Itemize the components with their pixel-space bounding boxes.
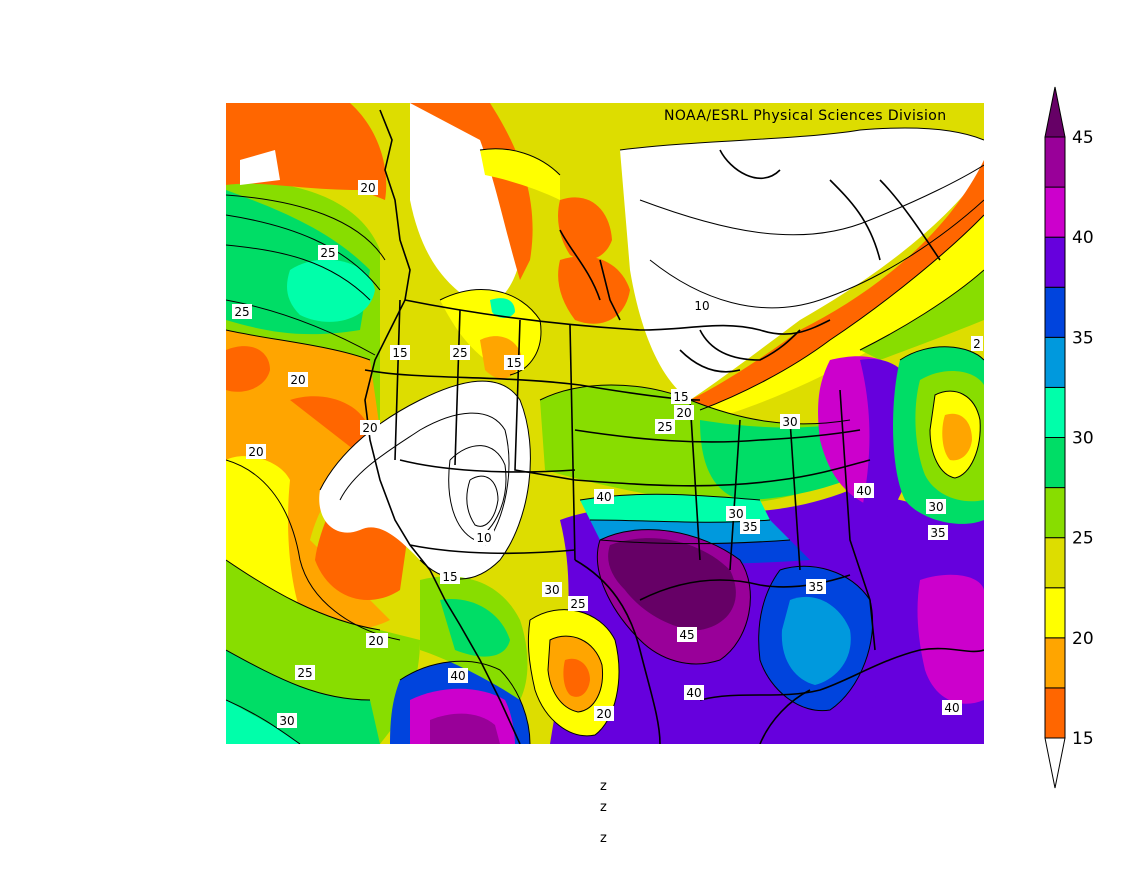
contour-label: 40 — [944, 701, 959, 715]
axis-mark-1: z — [600, 779, 607, 794]
contour-label-bg — [806, 579, 826, 594]
colorbar-box — [1044, 386, 1066, 438]
contour-label-bg — [450, 345, 470, 360]
contour-label: 20 — [362, 421, 377, 435]
colorbar-tick-label: 15 — [1072, 729, 1094, 749]
colorbar-box — [1044, 637, 1066, 689]
contour-label: 20 — [290, 373, 305, 387]
contour-label: 30 — [782, 415, 797, 429]
contour-label: 2 — [973, 337, 981, 351]
colorbar-tick-label: 30 — [1072, 429, 1094, 449]
contour-label-bg — [971, 336, 983, 351]
contour-label-bg — [942, 700, 962, 715]
colorbar-box — [1044, 587, 1066, 639]
colorbar-box — [1044, 236, 1066, 288]
contour-label: 40 — [856, 484, 871, 498]
contour-label-bg — [288, 372, 308, 387]
contour-label: 25 — [320, 246, 335, 260]
contour-label: 20 — [248, 445, 263, 459]
contour-label-bg — [390, 345, 410, 360]
contour-label: 20 — [676, 406, 691, 420]
colorbar-tick-label: 45 — [1072, 128, 1094, 148]
contour-label-bg — [504, 355, 524, 370]
colorbar-box — [1044, 136, 1066, 188]
colorbar-tick-label: 40 — [1072, 228, 1094, 248]
contour-label-bg — [740, 519, 760, 534]
contour-label-bg — [232, 304, 252, 319]
contour-label-bg — [655, 419, 675, 434]
contour-label: 20 — [596, 707, 611, 721]
contour-label: 10 — [694, 299, 709, 313]
contour-label: 20 — [368, 634, 383, 648]
contour-label: 35 — [808, 580, 823, 594]
contour-label-bg — [295, 665, 315, 680]
contour-label: 30 — [544, 583, 559, 597]
contour-label-bg — [542, 582, 562, 597]
contour-label-bg — [692, 298, 712, 313]
colorbar-box — [1044, 336, 1066, 388]
colorbar: 15 20 25 30 35 40 45 — [1044, 86, 1094, 789]
contour-label: 15 — [392, 346, 407, 360]
contour-label-bg — [594, 489, 614, 504]
contour-label: 25 — [657, 420, 672, 434]
contour-label-bg — [277, 713, 297, 728]
contour-label-bg — [677, 627, 697, 642]
contour-label-bg — [780, 414, 800, 429]
colorbar-box — [1044, 437, 1066, 489]
contour-label-bg — [854, 483, 874, 498]
contour-label-bg — [726, 506, 746, 521]
colorbar-top-arrow — [1044, 86, 1066, 138]
contour-label-bg — [671, 389, 691, 404]
filled-contour-field — [226, 103, 984, 744]
credit-text: NOAA/ESRL Physical Sciences Division — [664, 108, 947, 124]
contour-label: 25 — [452, 346, 467, 360]
colorbar-box — [1044, 537, 1066, 589]
contour-label: 40 — [450, 669, 465, 683]
contour-label: 10 — [476, 531, 491, 545]
contour-label: 15 — [506, 356, 521, 370]
contour-label: 15 — [673, 390, 688, 404]
contour-label-bg — [568, 596, 588, 611]
contour-label: 40 — [686, 686, 701, 700]
contour-label: 30 — [279, 714, 294, 728]
axis-mark-3: z — [600, 831, 607, 846]
contour-label-bg — [358, 180, 378, 195]
contour-label-bg — [366, 633, 386, 648]
colorbar-box — [1044, 186, 1066, 238]
contour-label-bg — [448, 668, 468, 683]
contour-label: 35 — [930, 526, 945, 540]
contour-label-bg — [440, 569, 460, 584]
contour-label-bg — [684, 685, 704, 700]
contour-label: 40 — [596, 490, 611, 504]
colorbar-box — [1044, 687, 1066, 739]
contour-label: 45 — [679, 628, 694, 642]
colorbar-box — [1044, 487, 1066, 539]
contour-label: 25 — [234, 305, 249, 319]
contour-label-bg — [246, 444, 266, 459]
contour-label-bg — [360, 420, 380, 435]
colorbar-box — [1044, 286, 1066, 338]
contour-label-bg — [928, 525, 948, 540]
colorbar-tick-label: 25 — [1072, 529, 1094, 549]
contour-label: 15 — [442, 570, 457, 584]
contour-label-bg — [674, 405, 694, 420]
contour-label-bg — [926, 499, 946, 514]
contour-label: 35 — [742, 520, 757, 534]
contour-label: 20 — [360, 181, 375, 195]
colorbar-bottom-arrow — [1044, 737, 1066, 789]
contour-label-bg — [318, 245, 338, 260]
colorbar-tick-label: 35 — [1072, 328, 1094, 348]
contour-label-bg — [474, 530, 494, 545]
contour-label: 25 — [297, 666, 312, 680]
contour-label: 30 — [728, 507, 743, 521]
axis-mark-2: z — [600, 800, 607, 815]
contour-label: 30 — [928, 500, 943, 514]
colorbar-tick-label: 20 — [1072, 629, 1094, 649]
contour-label-bg — [594, 706, 614, 721]
contour-label: 25 — [570, 597, 585, 611]
